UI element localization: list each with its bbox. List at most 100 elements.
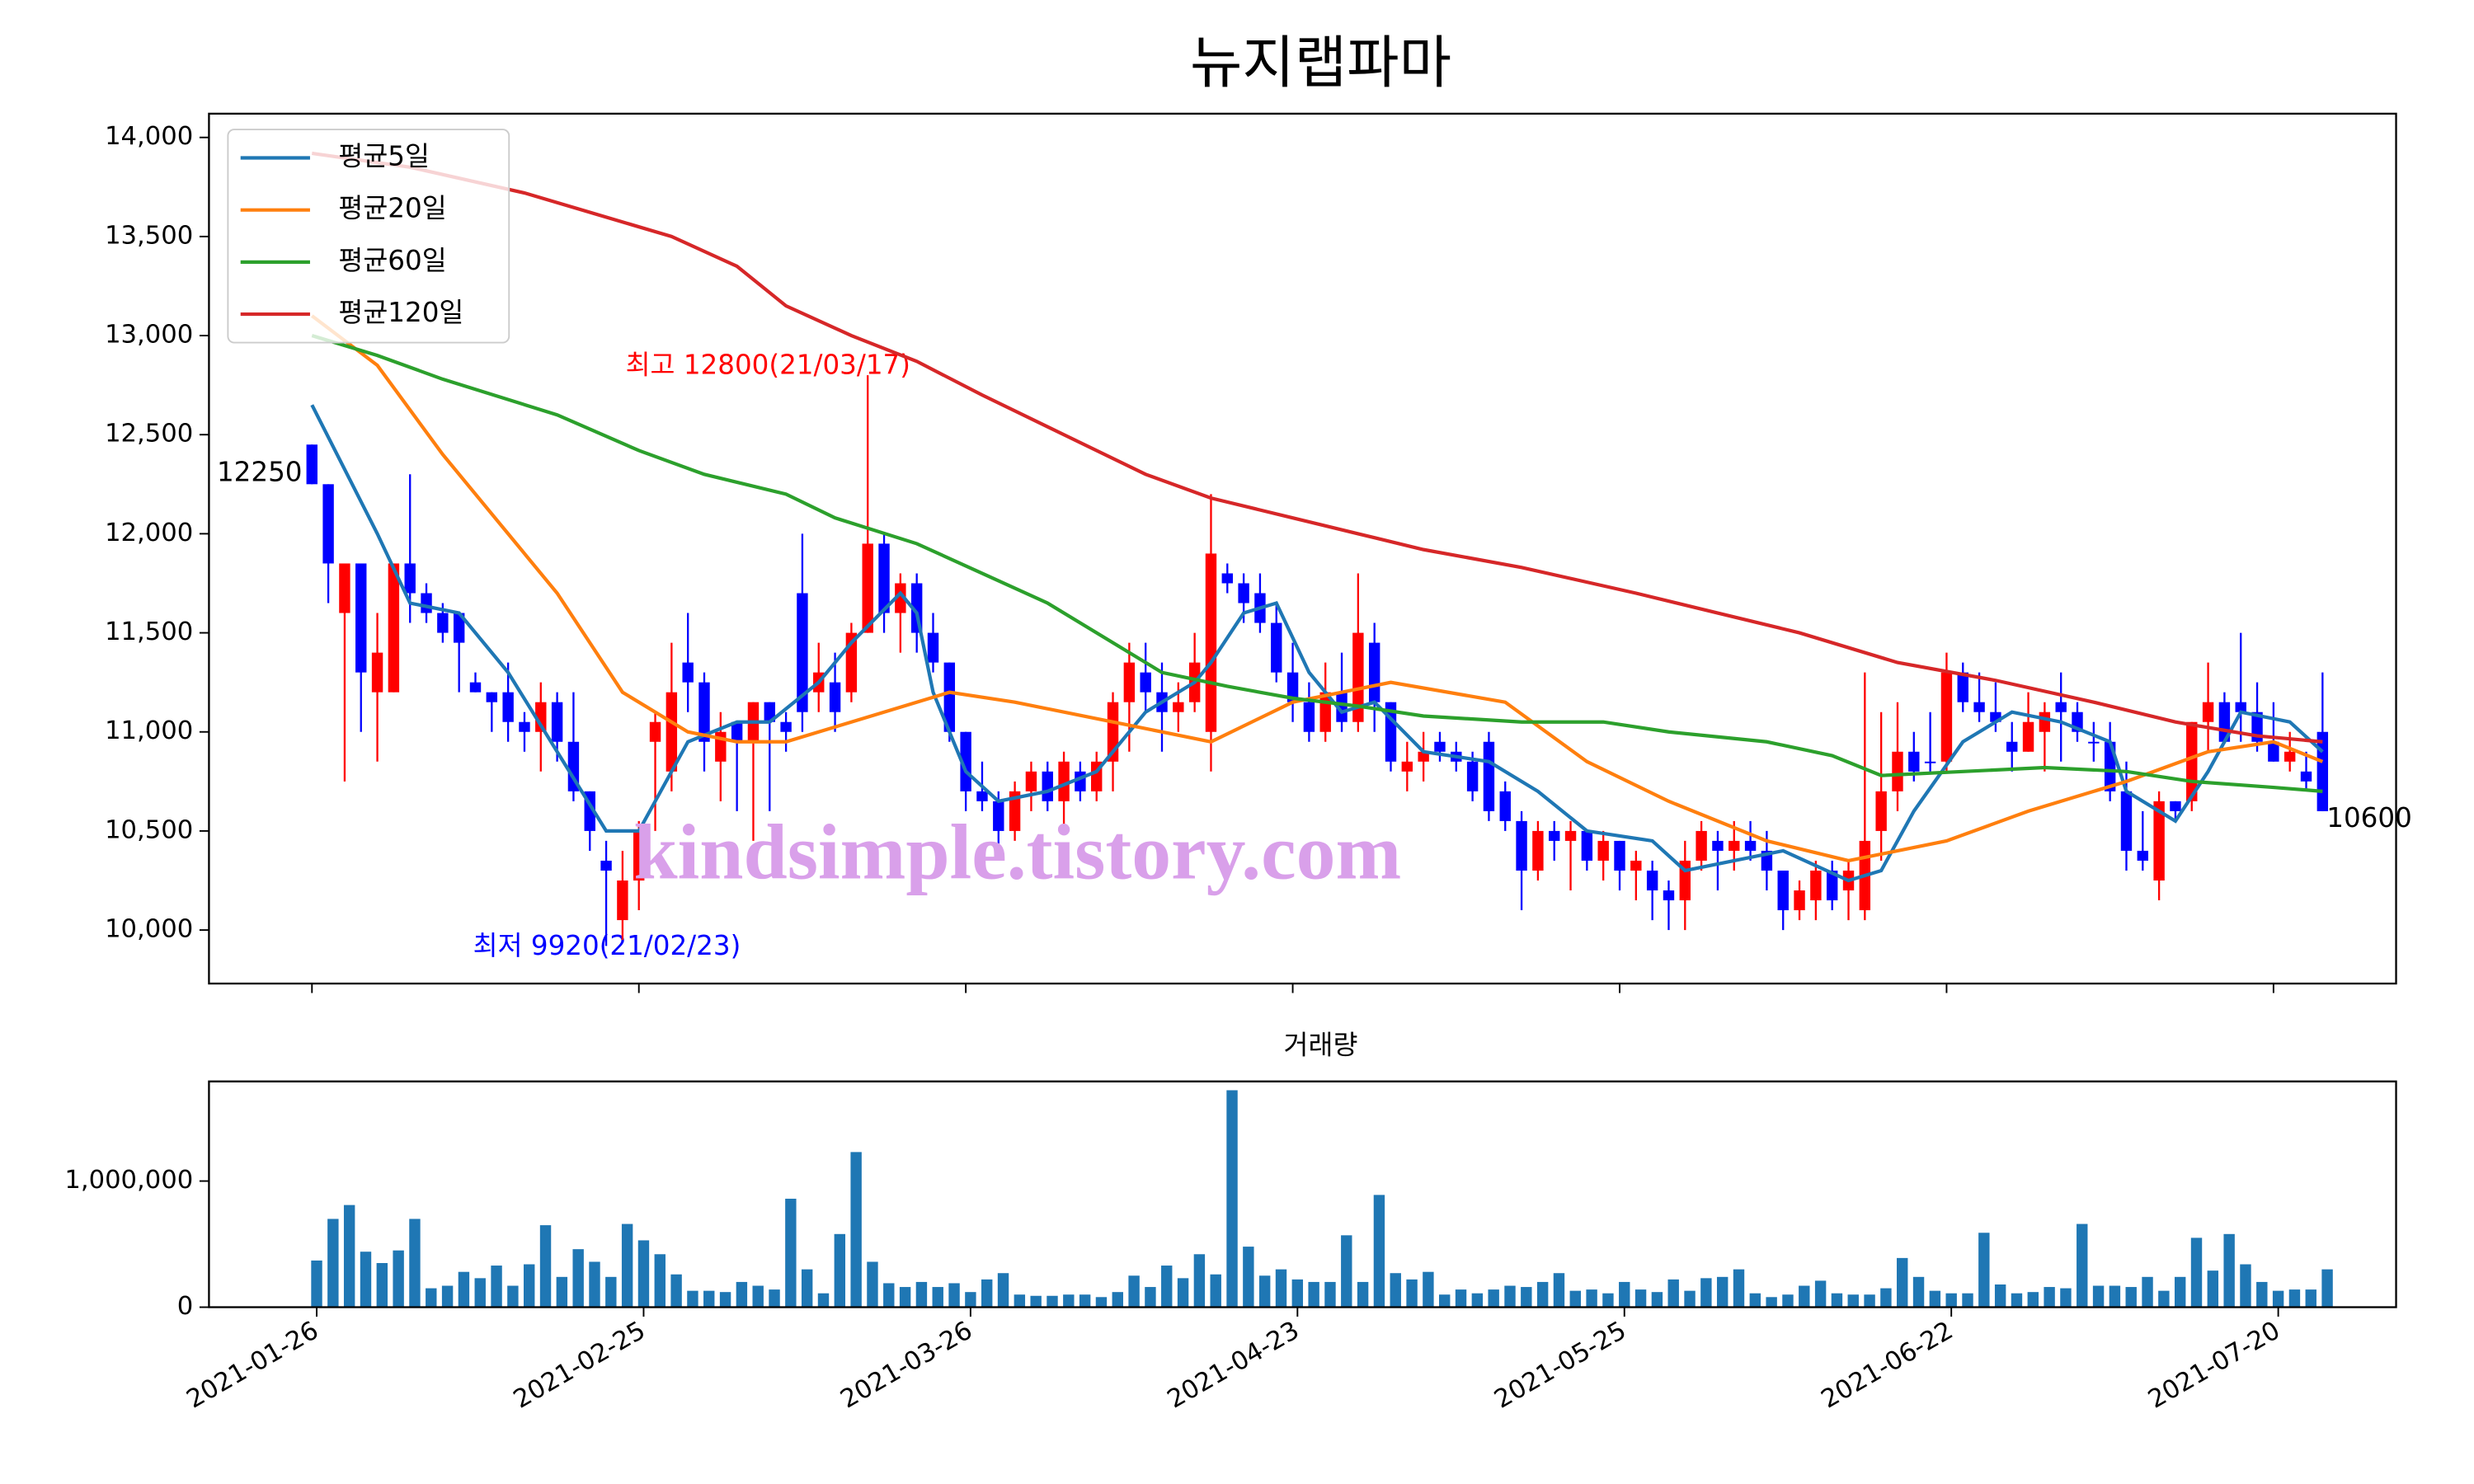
candle-body	[1336, 692, 1348, 722]
volume-bar	[948, 1283, 960, 1308]
candle-body	[682, 662, 694, 683]
volume-bar	[360, 1252, 372, 1308]
candle-body	[339, 563, 350, 613]
candle-body	[1614, 840, 1625, 871]
candle-body	[1646, 870, 1658, 891]
volume-bar	[834, 1233, 846, 1308]
volume-bar	[1095, 1297, 1108, 1308]
candle-body	[1908, 751, 1920, 772]
candle-body	[1597, 840, 1609, 861]
volume-bar	[589, 1261, 600, 1308]
volume-bar	[1684, 1290, 1696, 1308]
candle-body	[878, 543, 890, 613]
candle-body	[617, 881, 628, 921]
high-annotation: 최고 12800(21/03/17)	[626, 349, 910, 380]
candle-body	[993, 801, 1004, 831]
candle-body	[1483, 741, 1495, 811]
volume-bar	[785, 1198, 797, 1308]
candle-body	[567, 741, 580, 791]
candle-body	[2022, 721, 2034, 752]
candle-body	[1058, 761, 1070, 801]
volume-bar	[1406, 1279, 1418, 1308]
candle-body	[551, 702, 563, 742]
candle-body	[1924, 761, 1936, 763]
candle-body	[731, 721, 743, 742]
volume-bar	[687, 1290, 698, 1308]
candle-body	[502, 692, 514, 722]
volume-bar	[621, 1223, 633, 1308]
volume-bar	[899, 1287, 911, 1308]
volume-bar	[2288, 1289, 2301, 1308]
candle-body	[1875, 791, 1887, 831]
candle-body	[1712, 840, 1724, 851]
candle-body	[2284, 751, 2296, 762]
volume-bar	[1945, 1293, 1957, 1308]
volume-bar	[915, 1281, 928, 1308]
candle-body	[1025, 771, 1037, 791]
volume-bar	[1455, 1289, 1467, 1308]
candle-body	[1286, 672, 1299, 702]
candle-body	[1205, 553, 1217, 732]
volume-bar	[2092, 1285, 2105, 1308]
volume-bar	[1716, 1276, 1729, 1308]
first-close-annotation: 12250	[217, 456, 303, 487]
candle-body	[1401, 761, 1413, 772]
legend-label: 평균5일	[338, 140, 430, 171]
candle-body	[862, 543, 873, 633]
candle-body	[1549, 830, 1560, 841]
volume-bar	[1161, 1266, 1173, 1308]
candle-body	[1434, 741, 1446, 752]
volume-bar	[556, 1276, 568, 1308]
candle-body	[829, 682, 841, 712]
watermark: kindsimple.tistory.com	[633, 809, 1401, 896]
candle-body	[1418, 751, 1429, 762]
candle-body	[453, 613, 465, 643]
volume-bar	[1226, 1090, 1238, 1308]
candle-body	[1303, 702, 1315, 732]
candle-body	[666, 692, 678, 772]
y-tick-label: 11,500	[105, 618, 193, 646]
volume-bar	[1831, 1293, 1843, 1308]
candle-body	[649, 721, 661, 742]
volume-bar	[2223, 1233, 2235, 1308]
candle-body	[1581, 830, 1593, 861]
candle-body	[2088, 741, 2100, 744]
volume-bar	[867, 1261, 878, 1308]
volume-bar	[1782, 1294, 1794, 1308]
volume-bar	[507, 1285, 519, 1308]
plot-frame	[208, 1080, 2397, 1308]
volume-bar	[1471, 1293, 1484, 1308]
volume-bar	[2125, 1287, 2137, 1308]
volume-bar	[441, 1285, 454, 1308]
candle-body	[1173, 702, 1184, 712]
volume-bar	[1929, 1290, 1941, 1308]
plot-frame	[208, 112, 2397, 985]
volume-bar	[1030, 1295, 1042, 1308]
candle-body	[1777, 870, 1789, 911]
volume-bar	[670, 1274, 682, 1308]
volume-bar	[2060, 1288, 2072, 1308]
volume-bar	[2011, 1293, 2023, 1308]
candle-body	[698, 682, 710, 742]
volume-bar	[1193, 1254, 1206, 1308]
volume-bar	[1994, 1284, 2006, 1308]
candle-body	[600, 860, 612, 871]
y-tick-label: 0	[177, 1292, 194, 1321]
volume-bar	[1962, 1293, 1973, 1308]
volume-bar	[1357, 1281, 1369, 1308]
candle-body	[404, 563, 416, 594]
candle-body	[1466, 761, 1479, 791]
volume-bar	[1063, 1294, 1075, 1308]
candle-body	[895, 583, 906, 613]
volume-bar	[2142, 1276, 2153, 1308]
candle-body	[306, 444, 317, 485]
candle-body	[1564, 830, 1577, 841]
volume-bar	[376, 1262, 388, 1308]
candle-body	[2120, 791, 2133, 851]
volume-bar	[2256, 1281, 2268, 1308]
volume-bar	[2158, 1290, 2170, 1308]
volume-bar	[981, 1279, 993, 1308]
volume-bar	[1112, 1292, 1123, 1308]
candle-body	[764, 702, 775, 722]
